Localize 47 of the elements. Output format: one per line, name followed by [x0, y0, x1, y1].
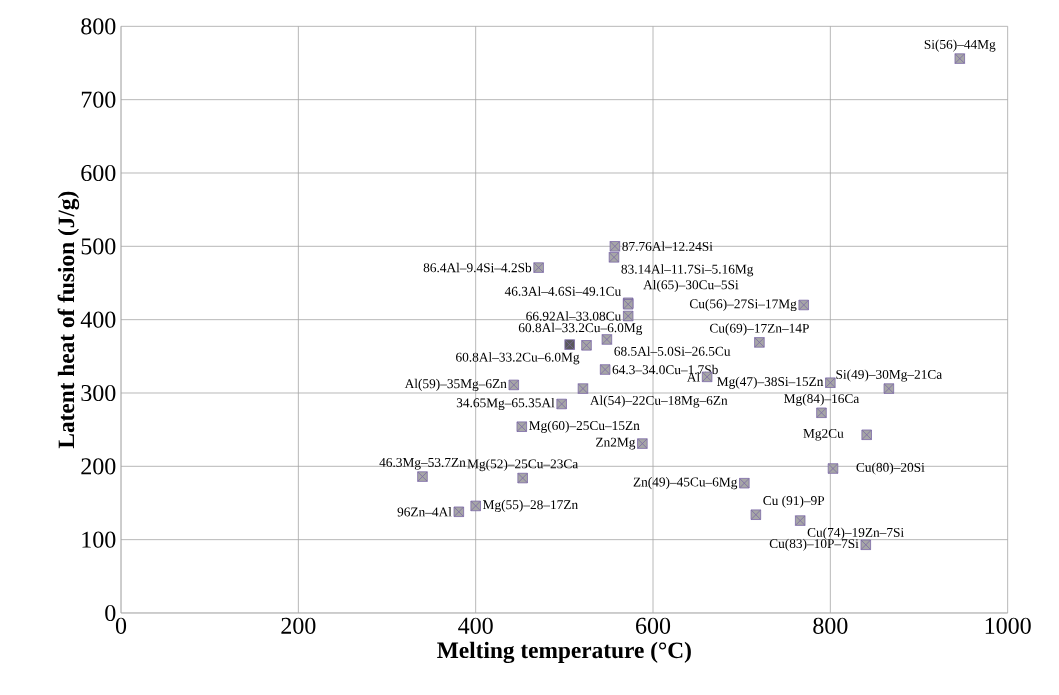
data-label: Zn(49)–45Cu–6Mg	[633, 477, 738, 490]
x-tick-label: 0	[115, 617, 127, 634]
data-label: Si(56)–44Mg	[924, 39, 996, 52]
x-tick-label: 1000	[985, 617, 1031, 634]
data-label: 96Zn–4Al	[397, 507, 452, 517]
data-label: 83.14Al–11.7Si–5.16Mg	[621, 264, 754, 277]
x-tick-label: 400	[458, 617, 493, 634]
data-label: Cu(83)–10P–7Si	[769, 538, 859, 551]
y-tick-label: 0	[105, 604, 116, 622]
data-label: Mg(47)–38Si–15Zn	[717, 376, 824, 389]
data-label: Al(54)–22Cu–18Mg–6Zn	[590, 395, 728, 408]
data-label: Cu(56)–27Si–17Mg	[689, 298, 797, 312]
y-tick-label: 100	[82, 531, 116, 548]
y-tick-label: 700	[81, 91, 116, 108]
data-label: Zn2Mg	[596, 437, 636, 450]
y-axis-title: Latent heat of fusion (J/g)	[57, 191, 80, 449]
data-label: 34.65Mg–65.35Al	[456, 397, 555, 411]
data-label: Cu (91)–9P	[763, 495, 825, 508]
x-axis-title: Melting temperature (°C)	[437, 641, 691, 664]
data-label: Al(65)–30Cu–5Si	[643, 279, 739, 292]
data-label: Mg(84)–16Ca	[784, 393, 860, 406]
data-label: 86.4Al–9.4Si–4.2Sb	[423, 262, 532, 273]
y-tick-label: 500	[81, 238, 116, 255]
data-label: Mg(60)–25Cu–15Zn	[529, 420, 640, 433]
data-label: Cu(74)–19Zn–7Si	[807, 527, 904, 540]
x-tick-label: 600	[636, 617, 671, 634]
data-label: Si(49)–30Mg–21Ca	[836, 369, 942, 382]
data-label: 46.3Al–4.6Si–49.1Cu	[504, 286, 622, 296]
data-label: Cu(80)–20Si	[856, 462, 925, 475]
y-tick-label: 200	[81, 458, 116, 475]
data-label: Mg(55)–28–17Zn	[482, 499, 578, 512]
data-label: 66.92Al–33.08Cu	[526, 311, 622, 321]
y-tick-label: 600	[81, 164, 116, 182]
x-tick-label: 200	[281, 617, 316, 634]
data-label: Cu(69)–17Zn–14P	[709, 323, 809, 336]
data-label: Mg(52)–25Cu–23Ca	[467, 458, 579, 472]
y-tick-label: 800	[81, 18, 116, 35]
data-label: 87.76Al–12.24Si	[622, 241, 713, 252]
y-tick-label: 300	[81, 384, 116, 402]
x-tick-label: 800	[813, 617, 848, 634]
data-label: 60.8Al–33.2Cu–6.0Mg	[518, 322, 643, 335]
data-label: Al(59)–35Mg–6Zn	[404, 378, 507, 391]
y-tick-label: 400	[80, 311, 116, 328]
data-label: 68.5Al–5.0Si–26.5Cu	[614, 346, 731, 356]
data-label: Mg2Cu	[803, 428, 844, 441]
data-label: 60.8Al–33.2Cu–6.0Mg	[456, 352, 580, 365]
data-label: 46.3Mg–53.7Zn	[379, 457, 466, 470]
